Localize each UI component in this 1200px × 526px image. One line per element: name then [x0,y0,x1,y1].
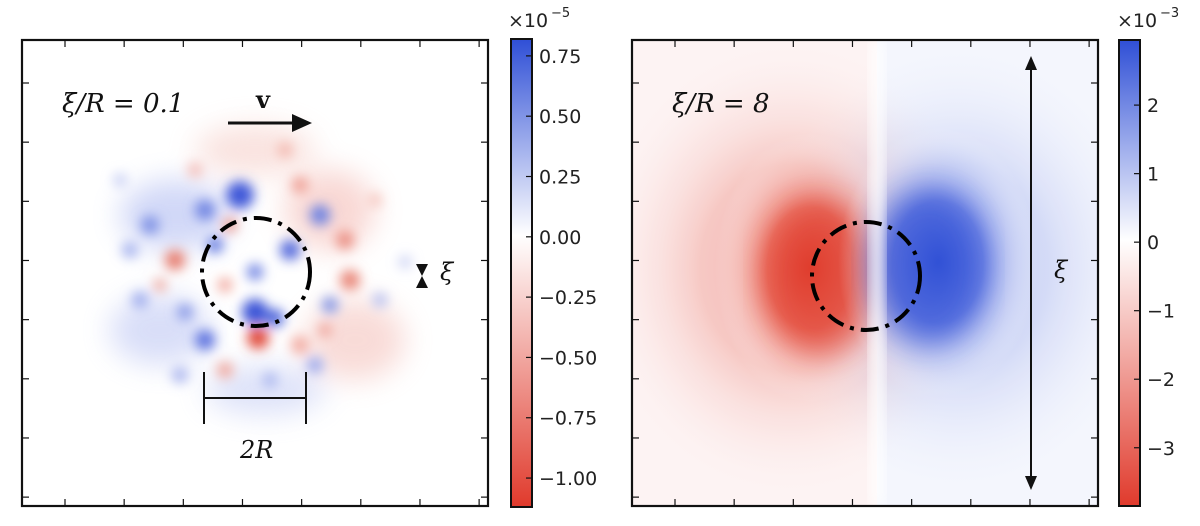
plot-frame-left [20,38,490,508]
tick-marks-right [632,40,1098,506]
colorbar-tick-label: 0.50 [539,106,581,128]
colorbar-left: ×10 −5 0.75 0.50 0.25 0.00 −0.25 −0.50 −0.75 −1… [508,6,597,508]
colorbar-exponent-right: −3 [1160,6,1179,21]
plot-frame-right [630,38,1100,508]
velocity-arrow [228,114,312,132]
colorbar-ticks-left: 0.75 0.50 0.25 0.00 −0.25 −0.50 −0.75 −1.00 [526,46,597,490]
diameter-scale-bar [203,372,307,424]
xi-marker-left [416,264,428,288]
heatmap-right [632,40,1098,506]
colorbar-tick-label: −0.25 [539,287,597,309]
colorbar-tick-label: 1 [1147,164,1159,186]
colorbar-ticks-right: 2 1 0 −1 −2 −3 [1134,95,1175,460]
heatmap-left [110,125,411,415]
colorbar-right: ×10 −3 2 1 0 −1 −2 −3 [1117,6,1179,507]
panel-label-right: ξ/R = 8 [672,89,770,119]
colorbar-tick-label: 0 [1147,232,1159,254]
colorbar-tick-label: −3 [1147,438,1175,460]
panel-right: ξ/R = 8 ξ [630,38,1100,508]
colorbar-tick-label: −1 [1147,301,1175,323]
colorbar-frame-right [1118,39,1141,507]
xi-label-left: ξ [440,258,455,286]
colorbar-multiplier-right: ×10 [1117,10,1157,32]
diameter-label: 2R [239,436,273,464]
particle-outline-left [200,216,312,328]
colorbar-gradient-left [511,39,532,507]
particle-outline-right [810,220,922,332]
colorbar-tick-label: −1.00 [539,468,597,490]
colorbar-tick-label: 2 [1147,95,1159,117]
colorbar-frame-left [510,38,533,508]
xi-label-right: ξ [1054,256,1069,284]
colorbar-tick-label: 0.75 [539,46,581,68]
tick-marks-left [22,40,488,506]
colorbar-tick-label: 0.00 [539,227,581,249]
colorbar-multiplier-left: ×10 [508,10,548,32]
colorbar-tick-label: −0.75 [539,408,597,430]
panel-label-left: ξ/R = 0.1 [62,89,184,119]
colorbar-tick-label: −2 [1147,369,1175,391]
colorbar-exponent-left: −5 [551,6,570,21]
colorbar-gradient-right [1119,40,1140,506]
velocity-label: v [255,85,271,114]
colorbar-tick-label: −0.50 [539,347,597,369]
colorbar-tick-label: 0.25 [539,167,581,189]
panel-left: ξ/R = 0.1 v ξ 2R [20,38,490,508]
xi-arrow-right [1025,56,1037,490]
